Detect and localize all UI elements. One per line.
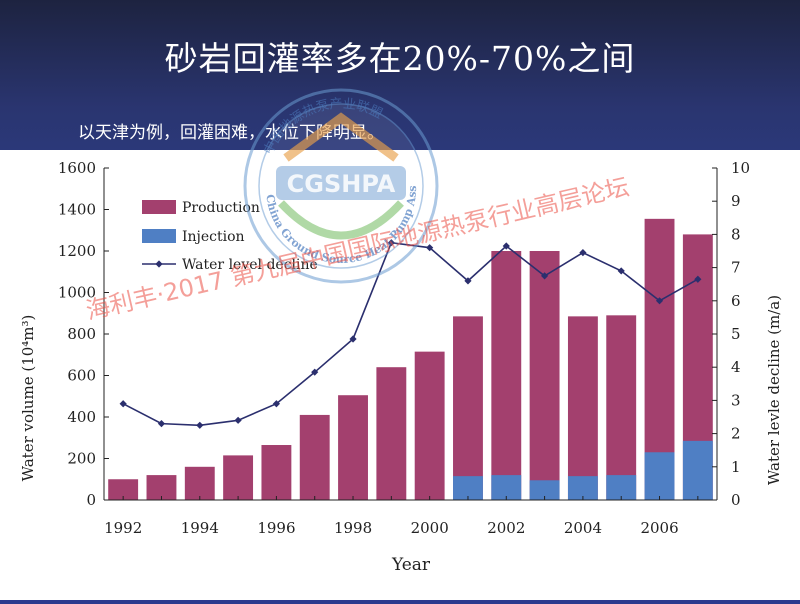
water-level-point [387, 239, 395, 247]
production-bar [529, 251, 560, 500]
y2-tick-label: 0 [731, 491, 741, 509]
y2-axis-label: Water levle decline (m/a) [765, 295, 783, 485]
y2-tick-label: 9 [731, 192, 741, 210]
y2-tick-label: 2 [731, 425, 741, 443]
y2-tick-label: 10 [731, 159, 750, 177]
injection-bar [453, 476, 483, 500]
production-bar [223, 455, 254, 500]
legend-production-label: Production [182, 200, 260, 216]
y2-tick-label: 5 [731, 325, 741, 343]
production-bar [376, 367, 407, 500]
legend-injection-swatch [142, 229, 176, 243]
production-bar [338, 395, 368, 500]
production-bar [453, 316, 483, 500]
slide-subtitle: 以天津为例，回灌困难，水位下降明显。 [78, 123, 384, 143]
y-tick-label: 200 [67, 450, 96, 468]
production-bar [108, 479, 139, 500]
x-tick-label: 1996 [257, 519, 295, 537]
water-level-point [311, 368, 319, 376]
legend-line-marker [155, 260, 163, 268]
x-tick-label: 1998 [334, 519, 372, 537]
production-bar [414, 351, 445, 500]
y2-tick-label: 8 [731, 225, 741, 243]
y-tick-label: 0 [86, 491, 96, 509]
injection-bar [606, 475, 637, 500]
y-tick-label: 400 [67, 408, 96, 426]
water-level-point [579, 249, 587, 257]
y2-tick-label: 3 [731, 391, 741, 409]
injection-bar [644, 452, 675, 500]
water-level-point [196, 421, 204, 429]
water-level-point [272, 400, 281, 408]
y-tick-label: 600 [67, 367, 96, 385]
y2-tick-label: 4 [731, 358, 741, 376]
y-axis-label: Water volume (10⁴m³) [19, 315, 37, 482]
chart-panel: 0 200 400 600 800 1000 1200 1400 1600 0 1 2 3 4 5 6 7 8 9 1… [0, 150, 800, 600]
production-bar [491, 251, 522, 500]
axes-group: 0 200 400 600 800 1000 1200 1400 1600 0 1 2 3 4 5 6 7 8 9 1… [58, 159, 750, 537]
y-tick-label: 1000 [58, 284, 96, 302]
y-tick-label: 800 [67, 325, 96, 343]
water-level-point [502, 242, 510, 250]
y-tick-label: 1200 [58, 242, 96, 260]
x-tick-label: 2000 [411, 519, 449, 537]
water-level-point [464, 277, 472, 285]
x-axis-label: Year [391, 555, 431, 575]
production-bar [261, 445, 292, 500]
slide-title: 砂岩回灌率多在20%-70%之间 [164, 39, 636, 78]
injection-bar [491, 475, 522, 500]
y2-tick-label: 1 [731, 458, 741, 476]
legend-production-swatch [142, 200, 176, 214]
production-bar [299, 414, 330, 500]
x-tick-label: 1994 [181, 519, 219, 537]
production-bar [184, 466, 215, 500]
x-tick-label: 1992 [104, 519, 142, 537]
legend-line-label: Water level decline [182, 257, 318, 273]
production-bar [146, 475, 177, 500]
x-tick-label: 2004 [564, 519, 602, 537]
y2-tick-label: 7 [731, 259, 741, 277]
x-tick-label: 2002 [487, 519, 525, 537]
bars-group [108, 218, 713, 500]
y2-tick-label: 6 [731, 292, 741, 310]
water-level-point [655, 297, 664, 305]
water-level-point [119, 400, 127, 408]
injection-bar [682, 440, 713, 500]
chart: 0 200 400 600 800 1000 1200 1400 1600 0 1 2 3 4 5 6 7 8 9 1… [19, 159, 783, 575]
injection-bar [567, 476, 598, 500]
y-tick-label: 1400 [58, 201, 96, 219]
water-level-point [157, 420, 166, 428]
legend-group: Production Injection Water level decline [142, 200, 318, 273]
x-tick-label: 2006 [640, 519, 678, 537]
y-tick-label: 1600 [58, 159, 96, 177]
legend-injection-label: Injection [182, 229, 245, 245]
injection-bar [529, 480, 560, 500]
water-level-point [234, 416, 242, 424]
production-bar [567, 316, 598, 500]
production-bar [606, 315, 637, 500]
